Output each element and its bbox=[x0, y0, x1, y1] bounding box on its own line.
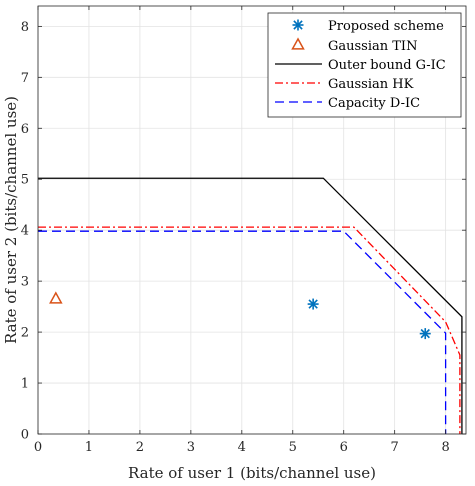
x-tick-label: 2 bbox=[136, 440, 144, 455]
series-layer bbox=[38, 177, 463, 434]
x-tick-label: 4 bbox=[238, 440, 246, 455]
y-tick-label: 4 bbox=[21, 224, 29, 239]
proposed-scheme-point bbox=[419, 328, 431, 340]
x-tick-label: 0 bbox=[34, 440, 42, 455]
y-tick-label: 1 bbox=[21, 377, 29, 392]
legend-keys bbox=[275, 19, 322, 103]
legend-box bbox=[267, 12, 462, 118]
legend-label-gaussian-hk: Gaussian HK bbox=[328, 77, 414, 92]
x-tick-label: 6 bbox=[340, 440, 348, 455]
legend-label-outer-bound: Outer bound G-IC bbox=[328, 58, 446, 73]
legend: Proposed scheme Gaussian TIN Outer bound… bbox=[267, 12, 462, 118]
y-tick-label: 6 bbox=[21, 122, 29, 137]
plot-frame bbox=[37, 5, 467, 435]
gaussian-tin-point bbox=[49, 291, 63, 304]
ticks: 0 1 2 3 4 5 6 7 8 0 1 2 3 4 5 6 7 8 bbox=[21, 6, 466, 455]
y-tick-label: 2 bbox=[21, 326, 29, 341]
legend-label-gaussian-tin: Gaussian TIN bbox=[328, 39, 417, 54]
y-tick-label: 3 bbox=[21, 275, 29, 290]
outer-bound-g-ic-line bbox=[38, 177, 463, 434]
proposed-scheme-point bbox=[307, 298, 319, 310]
y-axis-label: Rate of user 2 (bits/channel use) bbox=[2, 96, 20, 344]
legend-key-proposed-scheme bbox=[292, 19, 304, 31]
x-axis-label: Rate of user 1 (bits/channel use) bbox=[128, 464, 376, 482]
y-tick-label: 5 bbox=[21, 173, 29, 188]
x-tick-label: 3 bbox=[187, 440, 195, 455]
y-tick-label: 8 bbox=[21, 20, 29, 35]
x-tick-label: 5 bbox=[289, 440, 297, 455]
legend-label-proposed-scheme: Proposed scheme bbox=[328, 19, 444, 34]
gaussian-hk-line bbox=[38, 226, 461, 434]
x-tick-label: 7 bbox=[391, 440, 399, 455]
x-tick-label: 1 bbox=[85, 440, 93, 455]
legend-label-capacity-dic: Capacity D-IC bbox=[328, 96, 420, 111]
legend-key-gaussian-tin bbox=[291, 37, 305, 50]
y-tick-label: 0 bbox=[21, 428, 29, 443]
x-tick-label: 8 bbox=[441, 440, 449, 455]
y-tick-label: 7 bbox=[21, 71, 29, 86]
